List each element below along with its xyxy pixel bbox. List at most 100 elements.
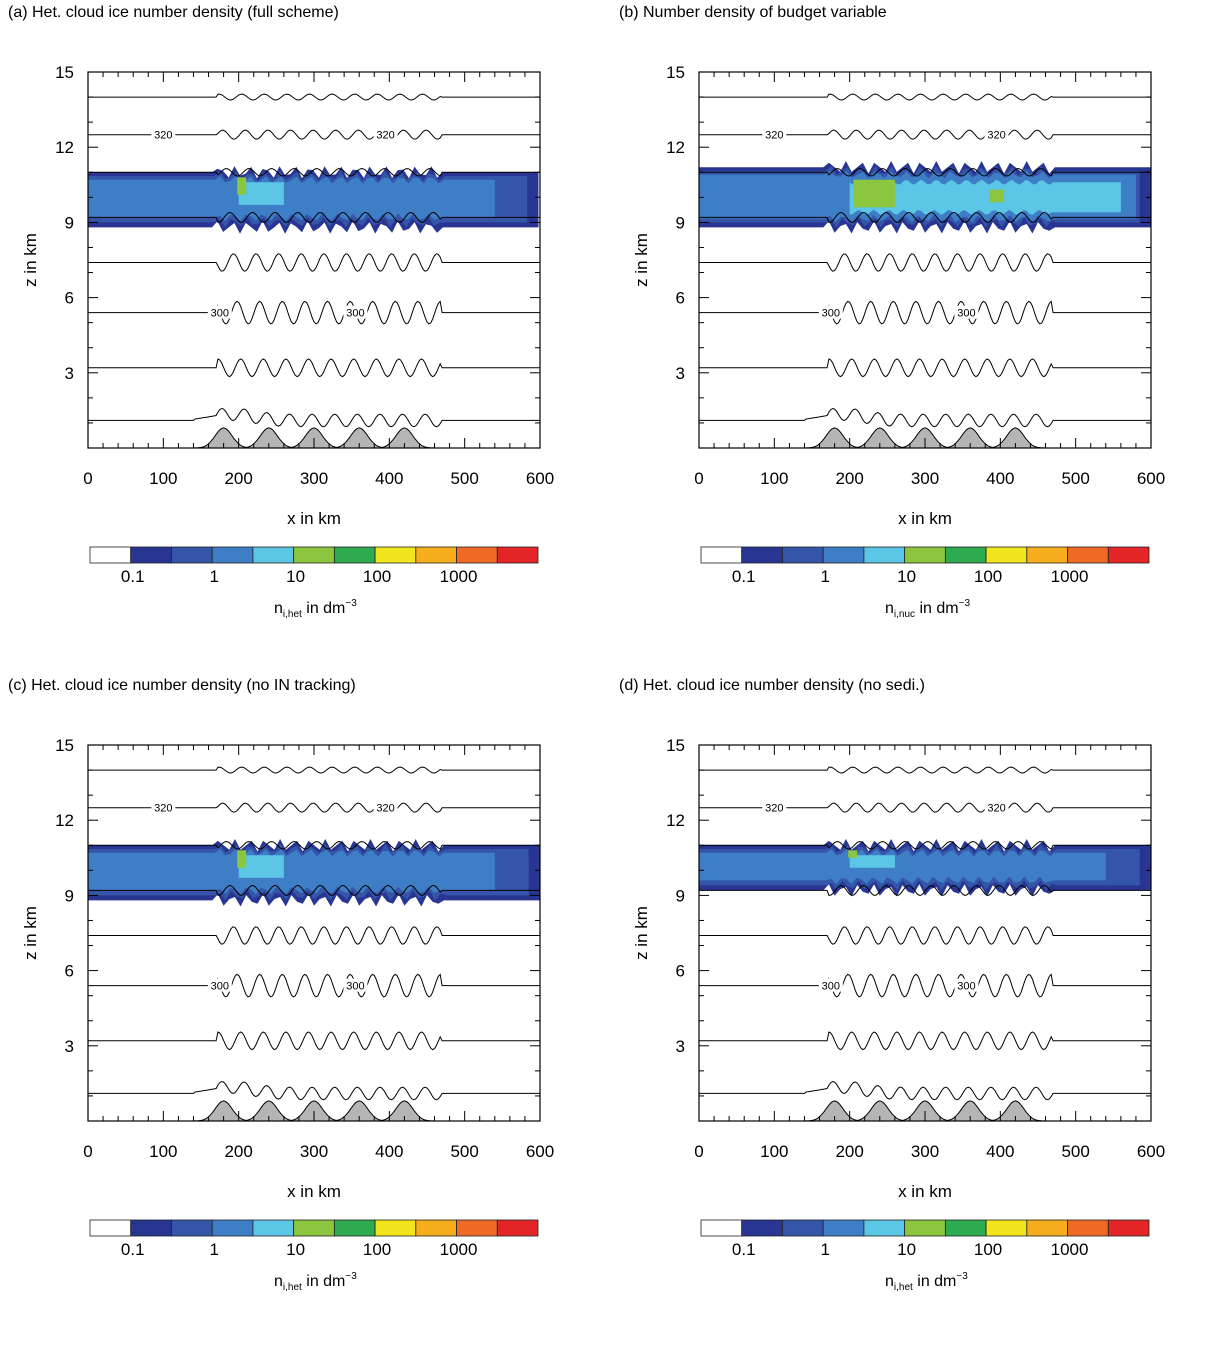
y-tick-label: 9 <box>676 886 685 905</box>
isentrope <box>88 300 540 325</box>
x-tick-label: 500 <box>1061 469 1089 488</box>
colorbar-swatch <box>252 1219 295 1237</box>
panel-title: (d) Het. cloud ice number density (no se… <box>619 677 925 694</box>
terrain <box>699 427 1151 448</box>
isentrope <box>699 211 1151 223</box>
colorbar-label: ni,het in dm−3 <box>274 598 357 620</box>
colorbar-tick-label: 100 <box>363 567 391 586</box>
colorbar-tick-label: 1 <box>820 567 829 586</box>
colorbar-swatch <box>211 1219 254 1237</box>
colorbar-swatch <box>333 546 376 564</box>
colorbar-swatch <box>130 546 172 564</box>
isentrope <box>699 884 1151 896</box>
isentrope <box>88 407 540 428</box>
x-tick-label: 500 <box>450 469 478 488</box>
contour-label-bg <box>954 305 979 319</box>
contour-label-bg <box>762 127 787 141</box>
colorbar-tick-label: 0.1 <box>121 1240 145 1259</box>
isentrope <box>88 1080 540 1101</box>
colorbar-label: ni,het in dm−3 <box>885 1271 968 1293</box>
colorbar-label: ni,het in dm−3 <box>274 1271 357 1293</box>
colorbar-swatch <box>741 546 783 564</box>
x-tick-label: 400 <box>375 1142 403 1161</box>
x-tick-label: 100 <box>149 469 177 488</box>
cloud-band-core <box>238 182 284 205</box>
colorbar-swatch <box>171 1219 213 1237</box>
panel-c: (c) Het. cloud ice number density (no IN… <box>0 673 611 1346</box>
contour-label: 300 <box>822 308 840 320</box>
contour-label: 300 <box>211 981 229 993</box>
contour-label: 300 <box>957 308 975 320</box>
contour-label-bg <box>984 127 1009 141</box>
y-tick-label: 15 <box>55 736 74 755</box>
x-tick-label: 100 <box>760 1142 788 1161</box>
y-axis-label: z in km <box>632 233 651 287</box>
cloud-band-inner <box>88 849 495 895</box>
colorbar-swatch <box>415 1219 457 1237</box>
colorbar-swatch <box>374 546 417 564</box>
x-tick-label: 0 <box>83 469 92 488</box>
y-tick-label: 9 <box>65 213 74 232</box>
isentrope <box>88 884 540 896</box>
x-tick-label: 600 <box>1137 469 1165 488</box>
contour-label-bg <box>343 978 368 992</box>
y-axis-label: z in km <box>21 233 40 287</box>
x-tick-label: 300 <box>300 1142 328 1161</box>
y-tick-label: 15 <box>666 63 685 82</box>
colorbar-swatch <box>944 1219 987 1237</box>
colorbar-tick-label: 100 <box>974 1240 1002 1259</box>
panel-b: (b) Number density of budget variable 32… <box>611 0 1222 673</box>
colorbar-swatch <box>985 546 1028 564</box>
terrain <box>699 1100 1151 1121</box>
y-tick-label: 12 <box>666 138 685 157</box>
colorbar-swatch <box>1107 546 1150 564</box>
x-tick-label: 0 <box>694 469 703 488</box>
cloud-band-peak <box>237 850 247 868</box>
isentrope <box>88 211 540 223</box>
contour-label-bg <box>954 978 979 992</box>
y-tick-label: 6 <box>65 962 74 981</box>
y-tick-label: 9 <box>65 886 74 905</box>
colorbar-swatch <box>496 1219 539 1237</box>
colorbar-tick-label: 10 <box>897 567 916 586</box>
contour-label-bg <box>762 800 787 814</box>
contour-label-bg <box>984 800 1009 814</box>
isentrope <box>699 407 1151 428</box>
chart-svg: 320 320 300 300 0 100 200 300 400 500 600 x in km 3 6… <box>21 63 554 620</box>
colorbar-tick-label: 0.1 <box>732 567 756 586</box>
x-axis-label: x in km <box>898 509 952 528</box>
colorbar-tick-label: 0.1 <box>732 1240 756 1259</box>
x-tick-label: 600 <box>1137 1142 1165 1161</box>
contour-label-bg <box>207 305 232 319</box>
colorbar-tick-label: 1000 <box>1051 567 1089 586</box>
colorbar-swatch <box>252 546 295 564</box>
colorbar-swatch <box>374 1219 417 1237</box>
x-tick-label: 300 <box>300 469 328 488</box>
contour-label-bg <box>207 978 232 992</box>
x-tick-label: 200 <box>224 469 252 488</box>
contour-label: 320 <box>376 803 394 815</box>
contour-label: 320 <box>987 803 1005 815</box>
colorbar-swatch <box>944 546 987 564</box>
colorbar-tick-label: 100 <box>363 1240 391 1259</box>
isentrope <box>699 1080 1151 1101</box>
y-tick-label: 6 <box>65 289 74 308</box>
contour-label: 320 <box>154 130 172 142</box>
x-tick-label: 200 <box>224 1142 252 1161</box>
x-tick-label: 400 <box>986 469 1014 488</box>
isentrope <box>699 1031 1151 1051</box>
contour-label: 320 <box>987 130 1005 142</box>
isentrope <box>88 358 540 378</box>
y-tick-label: 3 <box>65 1037 74 1056</box>
contour-label: 300 <box>957 981 975 993</box>
y-tick-label: 9 <box>676 213 685 232</box>
isentrope <box>699 766 1151 774</box>
panel-title: (c) Het. cloud ice number density (no IN… <box>8 677 356 694</box>
colorbar-tick-label: 10 <box>897 1240 916 1259</box>
isentrope <box>88 766 540 774</box>
isentrope <box>699 93 1151 101</box>
colorbar-swatch <box>89 546 132 564</box>
isentrope <box>88 168 540 177</box>
colorbar-swatch <box>782 1219 824 1237</box>
y-axis-label: z in km <box>21 906 40 960</box>
